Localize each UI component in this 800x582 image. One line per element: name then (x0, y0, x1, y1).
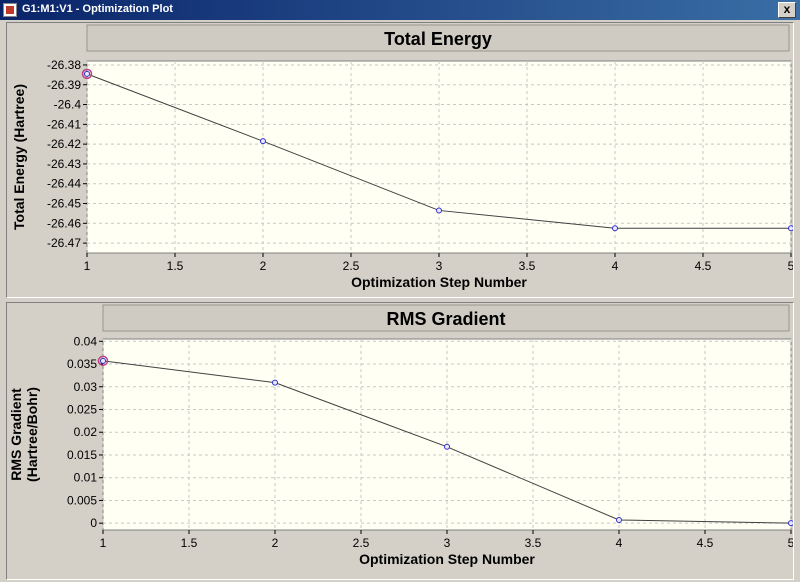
gradient-x-tick-label: 3 (444, 536, 451, 550)
energy-y-tick-label: -26.46 (47, 216, 81, 230)
gradient-x-tick-label: 4.5 (697, 536, 714, 550)
total-energy-panel: Total Energy 1 1.5 2 2.5 3 3.5 4 4.5 5 -26.38 -26.3… (6, 22, 794, 298)
gradient-chart-title: RMS Gradient (386, 309, 505, 329)
gradient-y-tick-label: 0.04 (74, 334, 98, 348)
energy-y-tick-label: -26.41 (47, 117, 81, 131)
rms-gradient-chart: RMS Gradient 1 1.5 2 2.5 3 3.5 4 4.5 5 0.04 0.035 0.… (8, 304, 793, 567)
energy-y-tick-label: -26.38 (47, 58, 81, 72)
energy-data-point (788, 225, 793, 232)
gradient-data-point (100, 357, 106, 364)
energy-chart-title: Total Energy (384, 29, 492, 49)
energy-y-tick-label: -26.44 (47, 177, 81, 191)
title-bar: G1:M1:V1 - Optimization Plot x (0, 0, 800, 20)
energy-x-tick-label: 5 (788, 259, 793, 273)
gradient-y-tick-label: 0.035 (67, 357, 97, 371)
gradient-y-tick-label: 0.03 (74, 380, 98, 394)
energy-y-tick-label: -26.4 (54, 98, 82, 112)
energy-y-tick-label: -26.42 (47, 137, 81, 151)
gradient-data-point (616, 516, 622, 523)
gradient-x-tick-label: 4 (616, 536, 623, 550)
energy-y-tick-label: -26.43 (47, 157, 81, 171)
gradient-x-tick-label: 2.5 (353, 536, 370, 550)
gradient-y-tick-label: 0.025 (67, 402, 97, 416)
energy-y-tick-label: -26.45 (47, 197, 81, 211)
energy-x-tick-label: 4 (612, 259, 619, 273)
gradient-x-tick-label: 3.5 (525, 536, 542, 550)
energy-x-tick-label: 2 (260, 259, 267, 273)
gradient-x-tick-label: 2 (272, 536, 279, 550)
energy-x-axis-label: Optimization Step Number (351, 274, 527, 290)
energy-data-point (436, 207, 442, 214)
gradient-y-tick-label: 0 (90, 516, 97, 530)
gradient-x-tick-label: 5 (788, 536, 793, 550)
energy-x-tick-label: 1.5 (167, 259, 184, 273)
gradient-x-axis-label: Optimization Step Number (359, 551, 535, 567)
gradient-title-bar (102, 304, 790, 332)
gradient-y-tick-label: 0.01 (74, 471, 98, 485)
rms-gradient-panel: RMS Gradient 1 1.5 2 2.5 3 3.5 4 4.5 5 0.04 0.035 0.… (6, 302, 794, 580)
gradient-data-point (788, 520, 793, 527)
energy-x-tick-label: 1 (84, 259, 91, 273)
energy-x-tick-label: 3.5 (519, 259, 536, 273)
energy-y-tick-label: -26.47 (47, 236, 81, 250)
energy-data-point (260, 138, 266, 145)
energy-y-axis-label: Total Energy (Hartree) (11, 84, 27, 230)
gradient-y-tick-label: 0.005 (67, 493, 97, 507)
energy-title-bar (86, 24, 790, 52)
app-icon (3, 3, 17, 17)
energy-y-tick-label: -26.39 (47, 78, 81, 92)
window-title: G1:M1:V1 - Optimization Plot (22, 3, 173, 15)
total-energy-chart: Total Energy 1 1.5 2 2.5 3 3.5 4 4.5 5 -26.38 -26.3… (11, 24, 793, 290)
energy-current-point-marker (81, 68, 93, 80)
gradient-current-point-marker (97, 355, 109, 367)
gradient-x-tick-label: 1.5 (181, 536, 198, 550)
gradient-data-point (444, 443, 450, 450)
energy-data-point (612, 225, 618, 232)
gradient-y-tick-label: 0.02 (74, 425, 98, 439)
close-button[interactable]: x (778, 2, 796, 18)
gradient-y-axis-label: (Hartree/Bohr) (24, 387, 40, 482)
energy-x-tick-label: 2.5 (343, 259, 360, 273)
gradient-y-axis-label: RMS Gradient (8, 388, 24, 481)
energy-data-point (84, 70, 90, 77)
gradient-data-point (272, 379, 278, 386)
gradient-y-tick-label: 0.015 (67, 448, 97, 462)
gradient-x-tick-label: 1 (100, 536, 107, 550)
energy-x-tick-label: 3 (436, 259, 443, 273)
energy-x-tick-label: 4.5 (695, 259, 712, 273)
